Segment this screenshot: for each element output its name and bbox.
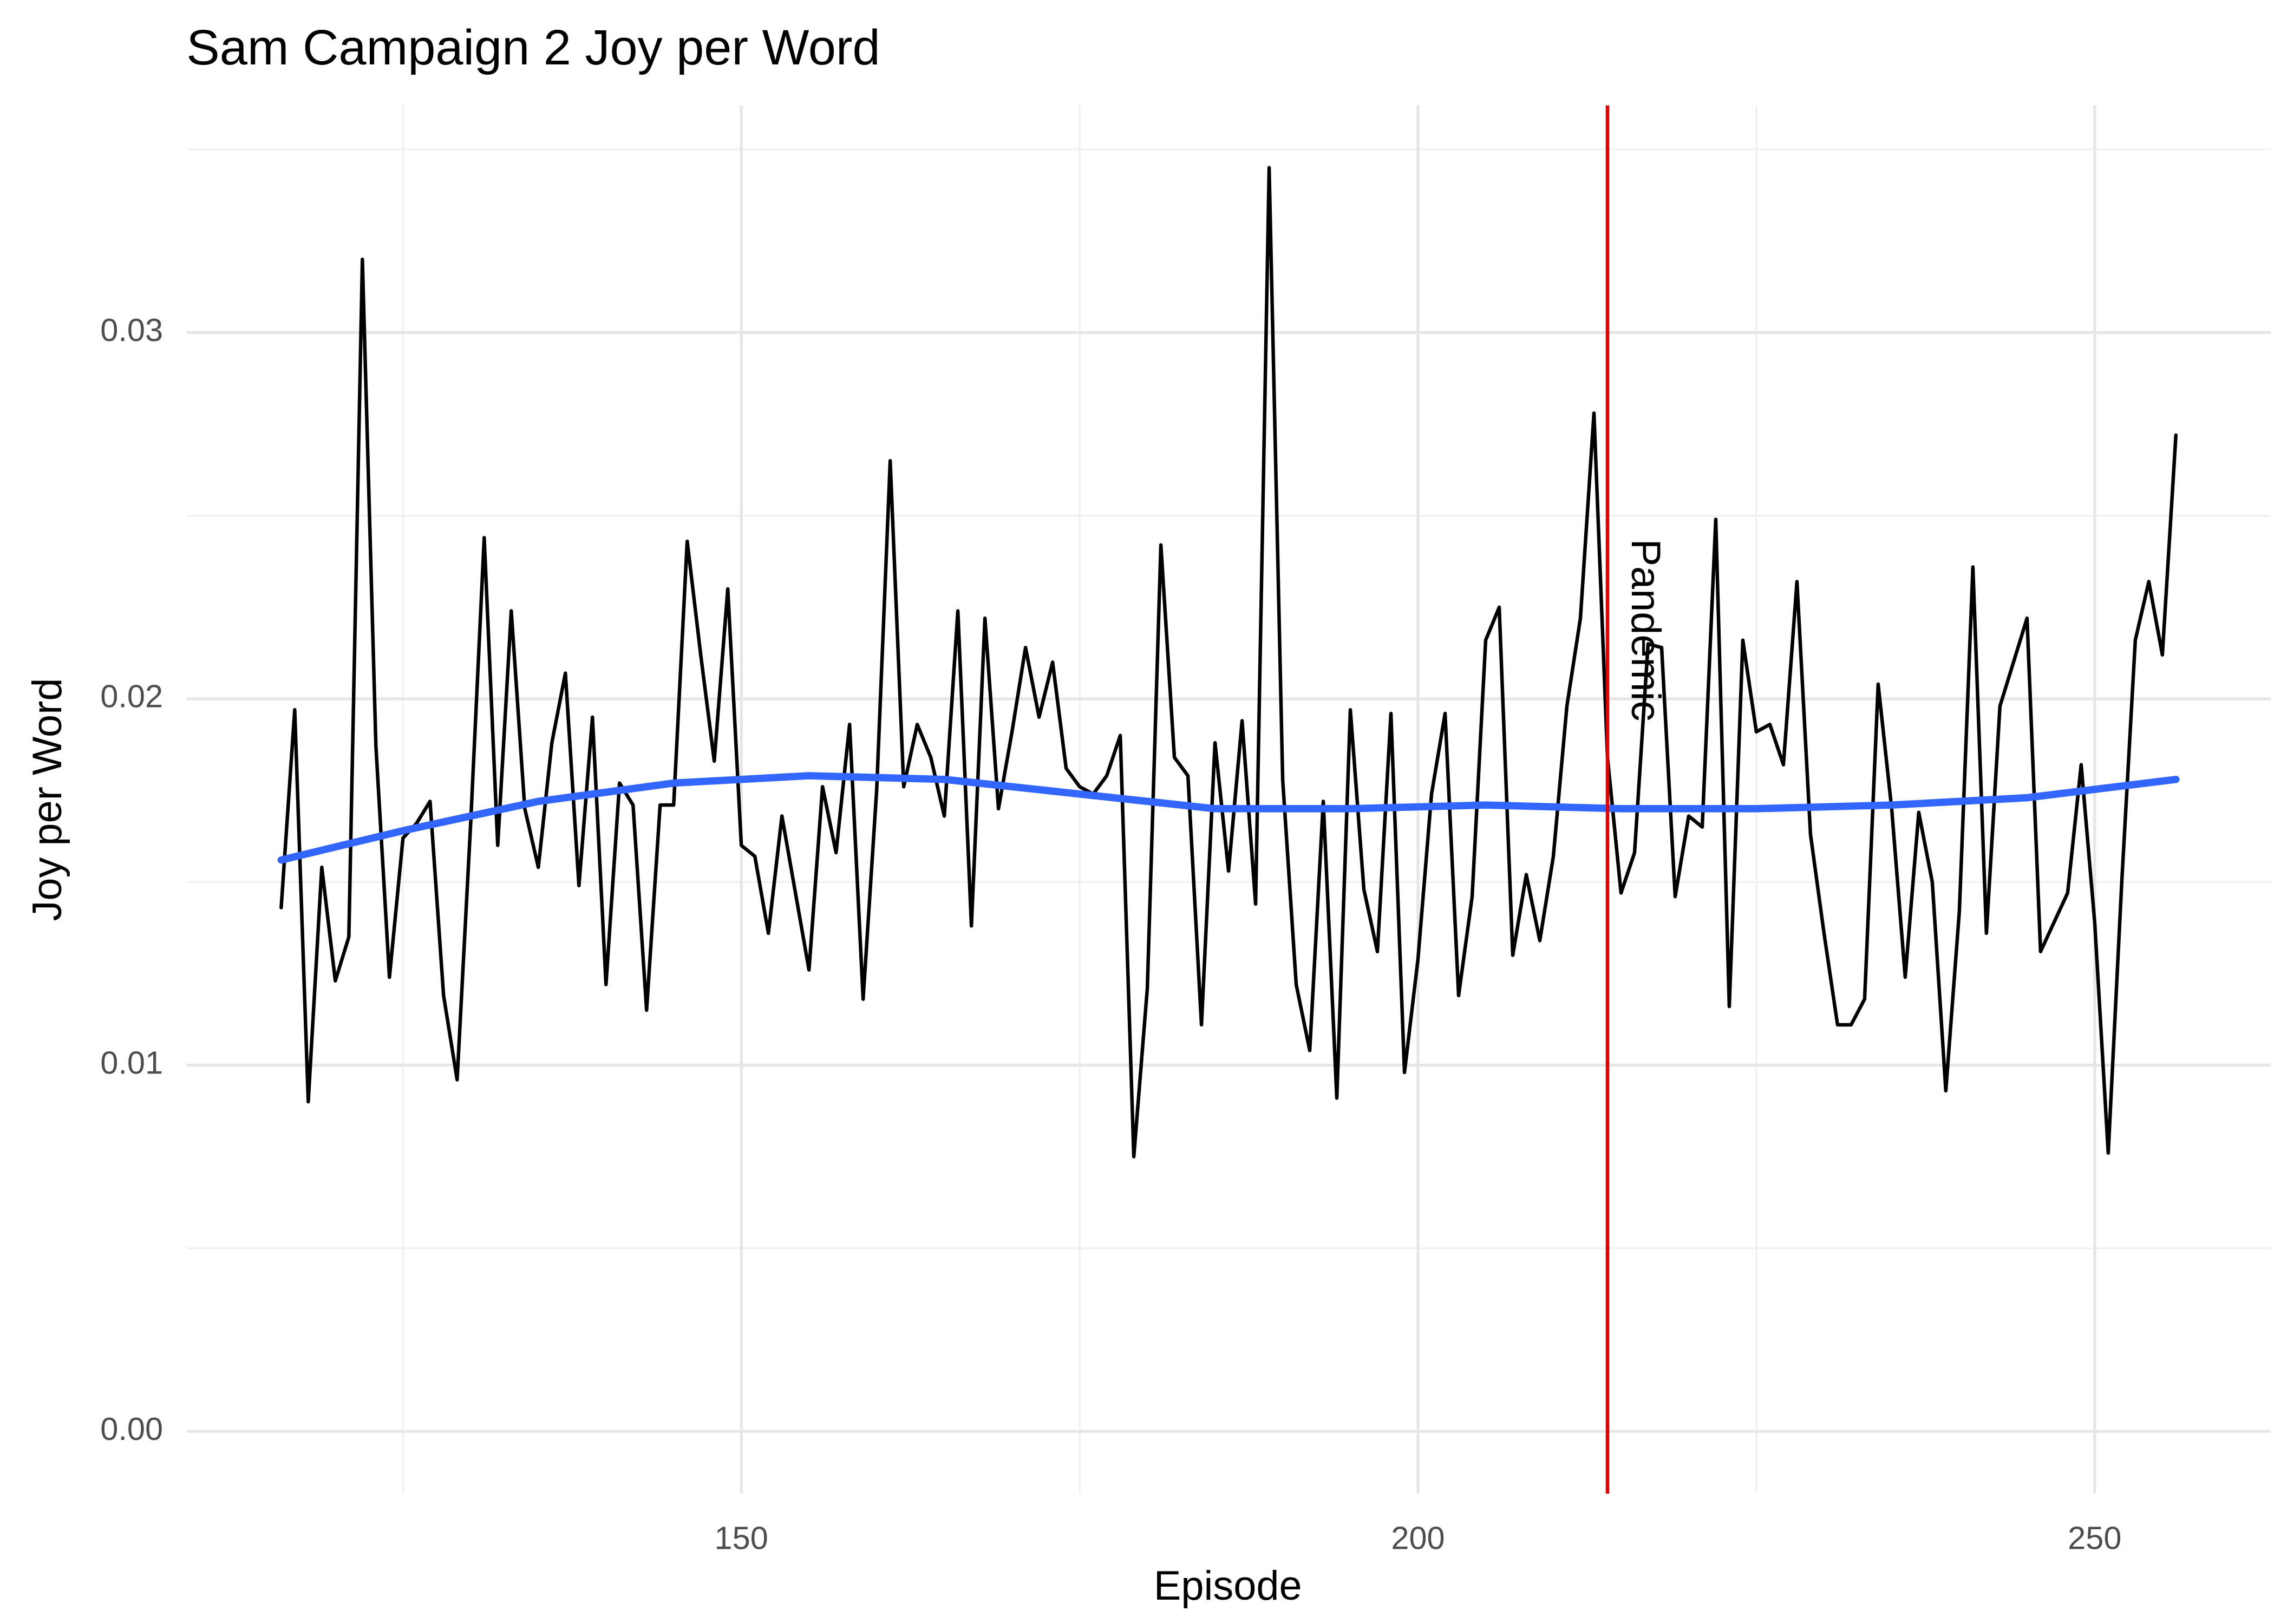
x-tick-label: 250 xyxy=(2068,1520,2121,1556)
y-tick-label: 0.01 xyxy=(100,1044,163,1081)
data-line xyxy=(279,166,2178,1158)
y-tick-label: 0.00 xyxy=(100,1411,163,1447)
y-tick-label: 0.03 xyxy=(100,312,163,348)
x-tick-label: 150 xyxy=(715,1520,768,1556)
y-axis-title: Joy per Word xyxy=(24,678,70,921)
x-axis-title: Episode xyxy=(1154,1563,1302,1609)
y-tick-label: 0.02 xyxy=(100,678,163,715)
x-tick-label: 200 xyxy=(1391,1520,1445,1556)
chart-title: Sam Campaign 2 Joy per Word xyxy=(186,20,880,75)
smooth-line xyxy=(277,772,2180,864)
event-label: Pandemic xyxy=(1623,539,1669,721)
